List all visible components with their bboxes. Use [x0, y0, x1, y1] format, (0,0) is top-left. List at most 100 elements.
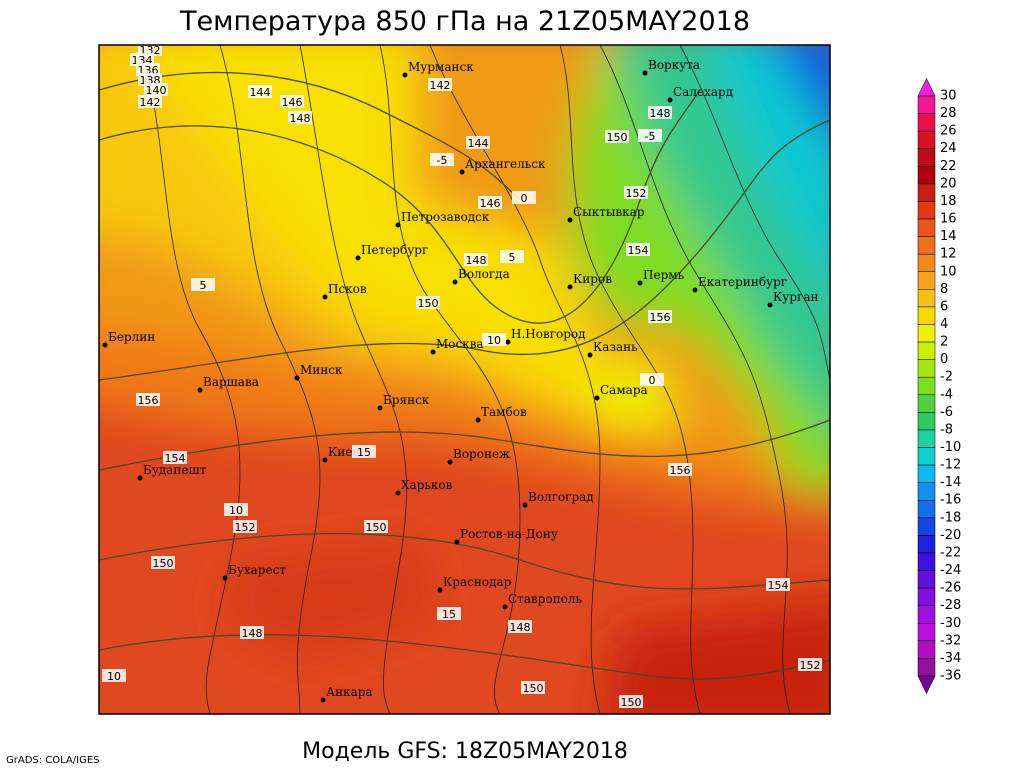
contour-label: 156 [648, 310, 672, 324]
city-label: Мурманск [408, 60, 474, 74]
colorbar-label: -24 [940, 563, 961, 578]
colorbar-label: -30 [940, 616, 961, 631]
contour-label-box [521, 681, 545, 694]
map-frame [98, 44, 831, 715]
colorbar-swatch [917, 306, 936, 325]
city-dot [637, 280, 643, 286]
contour-label-text: 10 [107, 670, 121, 683]
contour-label-box [624, 186, 648, 199]
colorbar-label: 2 [940, 335, 948, 350]
city-label: Казань [593, 340, 638, 354]
city-label: Киев [328, 445, 359, 459]
city-label: Москва [436, 337, 484, 351]
city-dot [395, 490, 401, 496]
contour-label: 156 [136, 393, 160, 407]
colorbar-swatch [917, 640, 936, 659]
contour-label-box [130, 53, 154, 66]
colorbar-swatch [917, 623, 936, 642]
colorbar-label: -36 [940, 669, 961, 684]
contour-label: 154 [766, 578, 790, 592]
contour-label: 150 [521, 681, 545, 695]
contour-label-text: 150 [621, 696, 642, 709]
city-dot [522, 502, 528, 508]
contour-label-text: 150 [366, 521, 387, 534]
colorbar-label: 24 [940, 141, 957, 156]
colorbar-label: -8 [940, 422, 953, 437]
contour-label-box [668, 463, 692, 476]
colorbar-label: 30 [940, 89, 957, 104]
contour-label: 15 [352, 445, 376, 459]
city-label: Анкара [326, 685, 373, 699]
contour-label-box [766, 578, 790, 591]
city-dot [594, 395, 600, 401]
contour-label: 10 [482, 333, 506, 347]
contour-label-text: 150 [523, 682, 544, 695]
contour-label: 10 [224, 503, 248, 517]
contour-label-text: 5 [509, 251, 516, 264]
city-label: Краснодар [443, 575, 512, 589]
contour-label: 152 [798, 658, 822, 672]
city-label: Брянск [383, 393, 430, 407]
contour-label-text: 150 [418, 297, 439, 310]
colorbar-label: 0 [940, 352, 948, 367]
colorbar-label: 22 [940, 159, 957, 174]
city-dot [692, 287, 698, 293]
city-dot [437, 587, 443, 593]
contour-label-box [508, 620, 532, 633]
city-label: Екатеринбург [698, 275, 787, 289]
contour-label: 154 [626, 243, 650, 257]
temperature-field: Мурманск Воркута Салехард Архангельск Петроз… [99, 45, 830, 714]
city-label: Будапешт [143, 463, 207, 477]
colorbar-label: -4 [940, 387, 953, 402]
contour-label-box [136, 393, 160, 406]
contour-label-text: 154 [165, 452, 186, 465]
city-label: Сыктывкар [573, 205, 645, 219]
colorbar-label: 6 [940, 299, 948, 314]
contour-label-box [428, 78, 452, 91]
title: Температура 850 гПа на 21Z05MAY2018 [179, 6, 750, 37]
colorbar-label: -28 [940, 598, 961, 613]
city-label: Ставрополь [508, 592, 582, 606]
contour-label-text: 148 [242, 627, 263, 640]
credit: GrADS: COLA/IGES [6, 755, 100, 766]
colorbar-swatch [917, 324, 936, 343]
city-label: Воркута [648, 58, 700, 72]
contour-label: 0 [512, 191, 536, 205]
contour-label-box [605, 130, 629, 143]
colorbar-swatch [917, 271, 936, 290]
contour-label: 10 [102, 669, 126, 683]
city-dot [475, 417, 481, 423]
contour-label-text: -5 [645, 130, 656, 143]
contour-label-box [248, 85, 272, 98]
colorbar-swatch [917, 482, 936, 501]
colorbar-label: 18 [940, 194, 957, 209]
contour-label-text: 144 [468, 137, 489, 150]
city-label: Ростов-на-Дону [460, 527, 558, 541]
contour-label-text: 156 [138, 394, 159, 407]
contour-label-box [240, 626, 264, 639]
colorbar-label: 16 [940, 212, 957, 227]
colorbar-swatch [917, 95, 936, 114]
city-label: Салехард [673, 85, 733, 99]
colorbar-swatch [917, 236, 936, 255]
isolines [99, 45, 830, 714]
contour-label-text: 150 [607, 131, 628, 144]
contour-label: 150 [605, 130, 629, 144]
contour-label-text: 0 [649, 374, 656, 387]
contour-label: 144 [248, 85, 272, 99]
contour-label: 152 [233, 520, 257, 534]
city-label: Н.Новгород [511, 327, 586, 341]
city-dot [320, 697, 326, 703]
colorbar-swatch [917, 394, 936, 413]
contour-label-box [648, 310, 672, 323]
contour-label-box [138, 95, 162, 108]
contour-label-text: 146 [480, 197, 501, 210]
contour-label-box [416, 296, 440, 309]
contour-label-box [640, 373, 664, 386]
contour-label-text: 148 [290, 112, 311, 125]
contour-label-box [138, 73, 162, 86]
colorbar-swatch [917, 535, 936, 554]
city-dot [322, 457, 328, 463]
city-label: Петрозаводск [401, 210, 490, 224]
contour-label-text: 142 [140, 96, 161, 109]
